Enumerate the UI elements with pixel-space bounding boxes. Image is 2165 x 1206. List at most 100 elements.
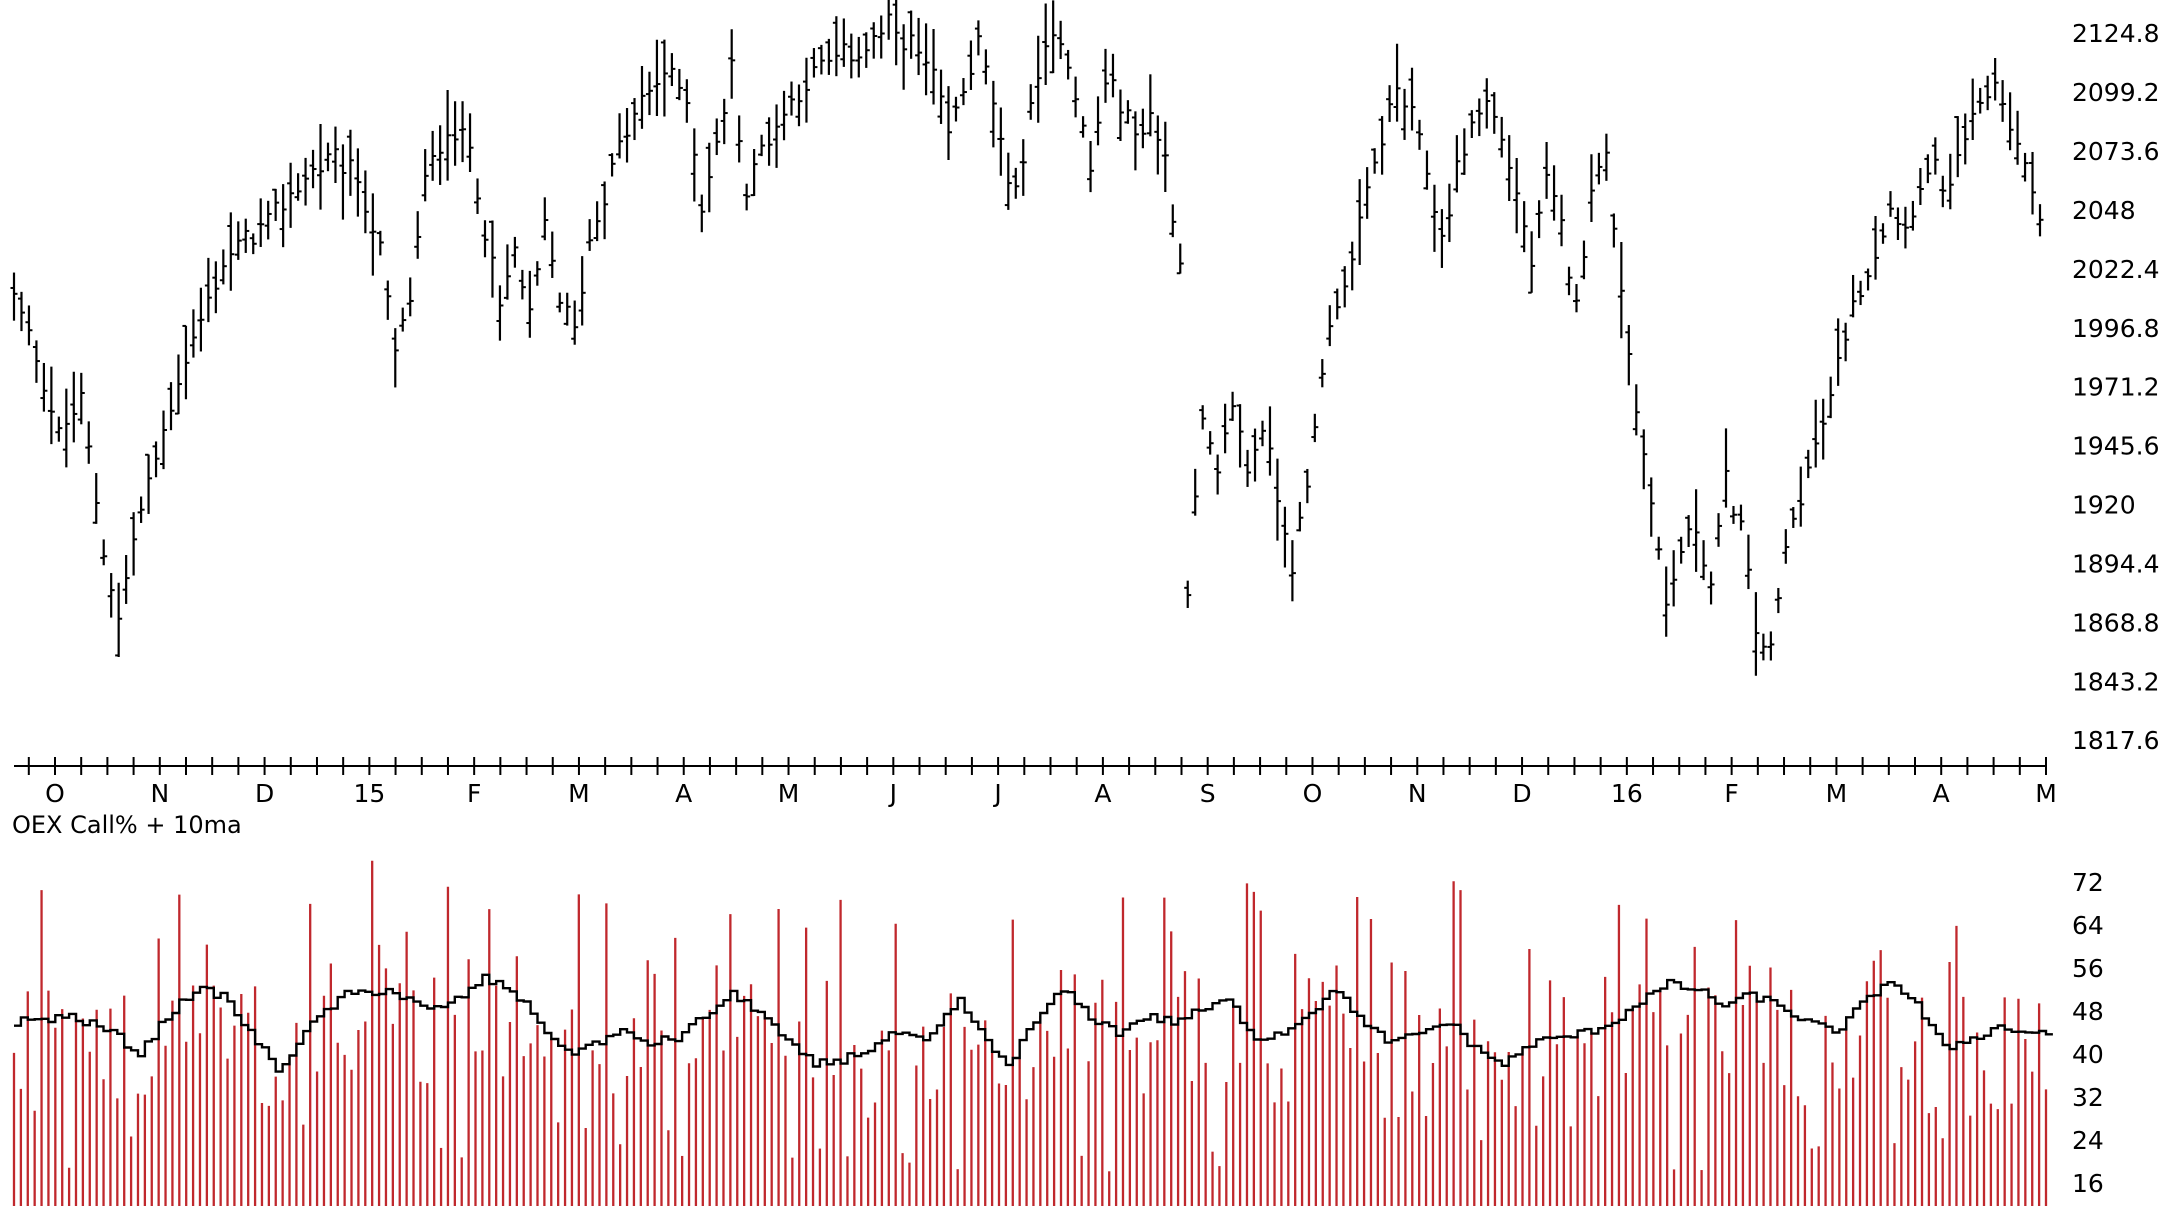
price-bar — [915, 17, 923, 76]
price-bar — [361, 170, 369, 234]
price-bar — [1939, 175, 1947, 208]
price-bar — [728, 29, 736, 99]
price-y-tick-label: 1843.2 — [2072, 667, 2159, 696]
date-x-axis: O N D 15 F M A M J J A S O N D 16 F M A M — [14, 757, 2057, 808]
price-bar — [444, 89, 452, 181]
price-bar — [2036, 204, 2044, 237]
price-bar — [1916, 168, 1924, 206]
x-tick-label: A — [1933, 779, 1950, 808]
price-bar — [1214, 454, 1222, 495]
x-tick-label: J — [888, 779, 897, 808]
price-y-tick-label: 1945.6 — [2072, 432, 2159, 461]
price-bar — [735, 115, 743, 163]
price-bar — [182, 324, 190, 400]
price-bar — [773, 104, 781, 168]
price-bar — [1348, 241, 1356, 291]
price-bar — [877, 15, 885, 59]
x-tick-label: 16 — [1611, 779, 1643, 808]
indicator-panel-title: OEX Call% + 10ma — [12, 811, 242, 839]
price-bar — [1258, 420, 1266, 447]
price-bar — [1924, 154, 1932, 184]
price-bar — [832, 16, 840, 77]
price-bar — [862, 32, 870, 68]
price-bar — [167, 382, 175, 431]
price-bar — [1191, 468, 1199, 516]
price-bar — [690, 128, 698, 202]
price-bar — [122, 555, 130, 604]
price-bar — [1834, 318, 1842, 386]
price-bar — [1072, 76, 1080, 118]
price-bar — [1356, 179, 1364, 265]
x-tick-label: A — [1094, 779, 1111, 808]
price-bar — [1961, 113, 1969, 165]
x-tick-label: J — [992, 779, 1001, 808]
price-bar — [1161, 121, 1169, 193]
price-bar — [1401, 88, 1409, 140]
price-bar — [780, 90, 788, 141]
price-ohlc-series — [10, 0, 2044, 676]
price-bar — [1857, 280, 1865, 306]
price-bar — [638, 65, 646, 129]
price-bar — [376, 230, 384, 256]
price-bar — [399, 307, 407, 332]
price-bar — [1954, 116, 1962, 178]
price-bar — [1625, 325, 1633, 386]
price-bar — [945, 86, 953, 161]
indicator-y-tick-label: 48 — [2072, 997, 2104, 1026]
price-bar — [249, 233, 257, 255]
price-bar — [645, 71, 653, 116]
price-bar — [1782, 529, 1790, 564]
price-bar — [436, 125, 444, 185]
price-bar — [466, 113, 474, 172]
price-bar — [1647, 477, 1655, 537]
price-bar — [1969, 78, 1977, 141]
x-tick-label: D — [1512, 779, 1531, 808]
price-bar — [533, 261, 541, 286]
x-tick-label: S — [1200, 779, 1216, 808]
price-bar — [331, 126, 339, 183]
price-bar — [1363, 167, 1371, 219]
price-bar — [324, 142, 332, 172]
price-bar — [1872, 215, 1880, 280]
x-tick-label: M — [778, 779, 800, 808]
price-bar — [1610, 213, 1618, 248]
price-bar — [810, 48, 818, 78]
price-bar — [1154, 115, 1162, 175]
price-bar — [219, 249, 227, 285]
price-bar — [302, 157, 310, 206]
price-bar — [541, 197, 549, 241]
price-bar — [421, 149, 429, 202]
price-bar — [1371, 148, 1379, 174]
price-bar — [1864, 268, 1872, 291]
price-bar — [683, 79, 691, 123]
indicator-y-tick-label: 24 — [2072, 1126, 2104, 1155]
price-bar — [77, 372, 85, 425]
price-bar — [1318, 359, 1326, 388]
price-bar — [2029, 151, 2037, 215]
price-bar — [1655, 536, 1663, 560]
price-bar — [997, 107, 1005, 176]
price-bar — [1430, 184, 1438, 252]
price-y-tick-label: 1868.8 — [2072, 608, 2159, 637]
price-bar — [354, 148, 362, 217]
price-bar — [788, 81, 796, 116]
price-bar — [705, 142, 713, 213]
price-bar — [548, 231, 556, 278]
price-bar — [1976, 87, 1984, 114]
price-bar — [1266, 406, 1274, 476]
price-bar — [227, 212, 235, 291]
price-bar — [339, 144, 347, 220]
price-bar — [1505, 135, 1513, 202]
price-bar — [1049, 0, 1057, 74]
price-bar — [1273, 458, 1281, 541]
price-bar — [47, 366, 55, 445]
price-bar — [496, 285, 504, 341]
price-bar — [1849, 274, 1857, 318]
price-y-tick-label: 1971.2 — [2072, 373, 2159, 402]
price-bar — [62, 388, 70, 468]
price-bar — [959, 78, 967, 106]
price-bar — [1909, 200, 1917, 231]
price-bar — [257, 198, 265, 247]
price-bar — [1221, 403, 1229, 454]
price-bar — [1931, 137, 1939, 175]
